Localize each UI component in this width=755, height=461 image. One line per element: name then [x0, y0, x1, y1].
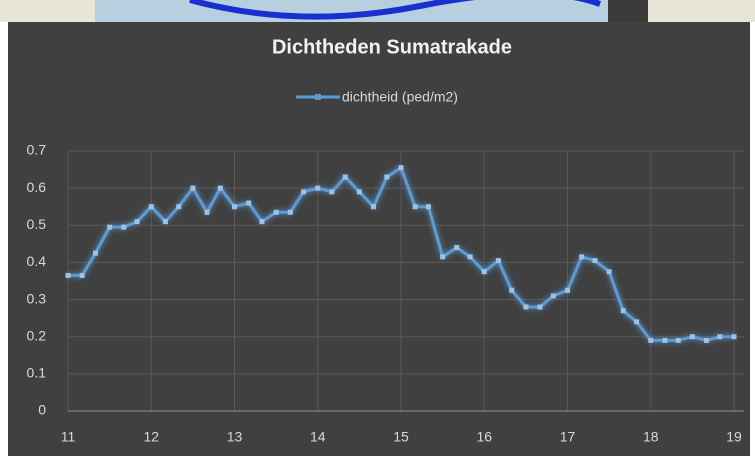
data-point: [648, 337, 654, 343]
y-tick-label: 0.5: [27, 216, 47, 232]
legend-label: dichtheid (ped/m2): [342, 89, 458, 105]
data-point: [148, 204, 154, 210]
map-water: [95, 0, 615, 22]
x-tick-label: 17: [560, 429, 576, 445]
data-point: [232, 204, 237, 210]
data-point: [731, 334, 737, 340]
data-point: [579, 254, 585, 260]
data-point: [495, 258, 501, 264]
data-point: [287, 209, 293, 215]
legend-marker: [315, 94, 321, 100]
data-point: [537, 304, 543, 310]
y-tick-label: 0.1: [27, 365, 47, 381]
data-point: [467, 254, 473, 260]
data-point: [620, 308, 626, 314]
data-point: [371, 204, 377, 210]
data-point: [689, 334, 695, 340]
data-point: [162, 219, 168, 225]
data-point: [121, 224, 127, 230]
data-point: [273, 209, 279, 215]
y-tick-label: 0.7: [27, 142, 47, 158]
data-point: [704, 337, 710, 343]
map-label: [608, 0, 648, 22]
data-point: [454, 245, 460, 251]
data-point: [384, 174, 390, 180]
data-point: [634, 319, 640, 325]
data-point: [107, 224, 113, 230]
x-tick-label: 14: [310, 429, 326, 445]
data-point: [259, 219, 265, 225]
x-tick-label: 19: [726, 429, 742, 445]
data-point: [356, 189, 362, 195]
y-tick-label: 0.4: [27, 253, 47, 269]
data-point: [134, 219, 140, 225]
data-point: [412, 204, 418, 210]
x-tick-label: 18: [643, 429, 659, 445]
data-point: [246, 200, 252, 206]
y-tick-label: 0.6: [27, 179, 47, 195]
data-point: [65, 272, 71, 278]
x-tick-label: 15: [393, 429, 409, 445]
chart-background: [8, 22, 750, 456]
chart-title: Dichtheden Sumatrakade: [272, 36, 512, 58]
data-point: [176, 204, 182, 210]
data-point: [217, 185, 223, 191]
data-point: [662, 337, 668, 343]
data-point: [523, 304, 529, 310]
data-point: [509, 287, 515, 293]
data-point: [425, 204, 431, 210]
data-point: [592, 258, 598, 264]
data-point: [301, 189, 307, 195]
map-route: [189, 0, 602, 20]
y-tick-label: 0: [38, 402, 46, 418]
data-point: [190, 185, 196, 191]
data-point: [550, 293, 556, 299]
data-point: [440, 254, 446, 260]
x-tick-label: 11: [61, 429, 76, 445]
data-point: [398, 165, 404, 171]
y-tick-label: 0.3: [27, 290, 47, 306]
x-tick-label: 13: [227, 429, 243, 445]
data-point: [204, 209, 210, 215]
data-point: [606, 269, 612, 275]
data-point: [717, 334, 723, 340]
data-point: [92, 250, 98, 256]
data-point: [315, 185, 321, 191]
y-tick-label: 0.2: [27, 327, 47, 343]
x-tick-label: 12: [143, 429, 159, 445]
data-point: [79, 272, 85, 278]
data-point: [675, 337, 681, 343]
x-tick-label: 16: [476, 429, 492, 445]
data-point: [481, 269, 487, 275]
data-point: [565, 287, 570, 293]
data-point: [329, 189, 335, 195]
data-point: [342, 174, 348, 180]
